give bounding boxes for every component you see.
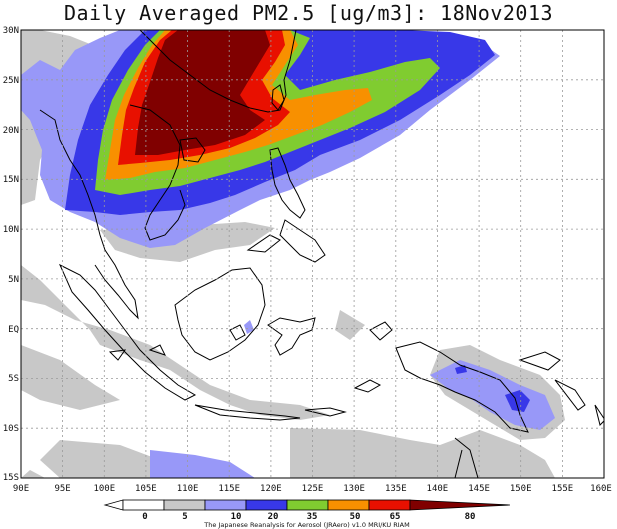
lon-tick: 90E [13,484,29,494]
legend-level: 5 [182,512,187,522]
lon-axis: 90E 95E 100E 105E 110E 115E 120E 125E 13… [13,484,612,494]
legend-level: 35 [307,512,318,522]
lat-tick: 25N [3,76,19,86]
lat-tick: 30N [3,26,19,36]
lon-tick: 110E [177,484,199,494]
legend-swatch [122,499,165,511]
lon-tick: 105E [135,484,157,494]
lon-tick: 125E [302,484,324,494]
color-legend [103,499,511,511]
lat-tick: EQ [8,325,19,335]
lat-tick: 5S [8,374,19,384]
map-title: Daily Averaged PM2.5 [ug/m3]: 18Nov2013 [63,1,554,25]
lat-tick: 15N [3,175,19,185]
lon-tick: 135E [385,484,407,494]
lon-tick: 155E [552,484,574,494]
lat-tick: 10S [3,424,19,434]
legend-swatch [286,499,329,511]
lon-tick: 140E [427,484,449,494]
lon-tick: 115E [218,484,240,494]
coastlines [39,30,604,478]
legend-level: 65 [390,512,401,522]
lat-tick: 20N [3,126,19,136]
lon-tick: 95E [54,484,70,494]
lon-tick: 150E [510,484,532,494]
lon-tick: 130E [343,484,365,494]
legend-swatch [245,499,288,511]
lat-axis: 30N 25N 20N 15N 10N 5N EQ 5S 10S 15S [3,26,19,483]
credit-line: The Japanese Reanalysis for Aerosol (JRA… [203,521,409,529]
legend-labels: 0 5 10 20 35 50 65 80 [142,512,475,522]
lon-tick: 145E [468,484,490,494]
graticule [21,30,604,478]
legend-swatch [368,499,411,511]
legend-level: 10 [231,512,242,522]
lat-tick: 5N [8,275,19,285]
map-frame [20,29,605,479]
legend-swatch [163,499,206,511]
legend-swatch [409,499,511,511]
lat-tick: 10N [3,225,19,235]
legend-level: 80 [465,512,476,522]
legend-level: 0 [142,512,147,522]
legend-level: 50 [350,512,361,522]
concentration-field [21,30,565,478]
lon-tick: 120E [260,484,282,494]
legend-swatch [103,499,124,511]
legend-swatch [327,499,370,511]
lat-tick: 15S [3,473,19,483]
lon-tick: 160E [590,484,612,494]
lon-tick: 100E [93,484,115,494]
legend-swatch [204,499,247,511]
legend-level: 20 [268,512,279,522]
